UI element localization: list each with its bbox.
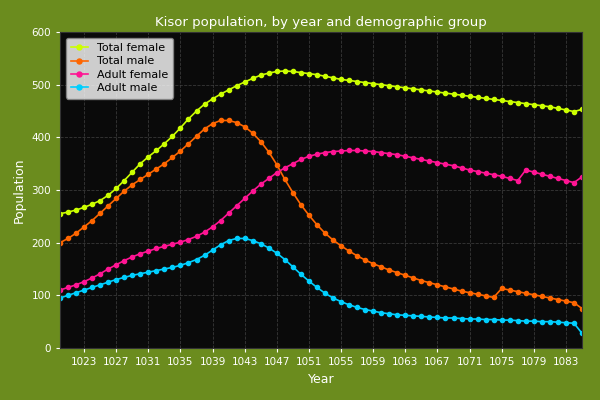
Total male bbox=[217, 118, 224, 123]
Total male bbox=[546, 296, 553, 300]
Adult female bbox=[217, 218, 224, 223]
Total female bbox=[281, 68, 289, 73]
Total female bbox=[217, 92, 224, 96]
Total female bbox=[289, 69, 296, 74]
Y-axis label: Population: Population bbox=[13, 157, 26, 223]
Adult female bbox=[346, 148, 353, 153]
Title: Kisor population, by year and demographic group: Kisor population, by year and demographi… bbox=[155, 16, 487, 30]
Adult male bbox=[233, 236, 240, 241]
Total male bbox=[289, 190, 296, 195]
Adult male bbox=[97, 282, 104, 287]
Line: Total male: Total male bbox=[58, 118, 584, 310]
Adult female bbox=[546, 174, 553, 179]
Total female bbox=[56, 211, 64, 216]
Total female bbox=[546, 104, 553, 109]
Adult male bbox=[578, 331, 586, 336]
Total male bbox=[97, 211, 104, 216]
Adult male bbox=[185, 260, 192, 265]
Total female bbox=[185, 116, 192, 121]
Total male bbox=[56, 240, 64, 245]
Adult female bbox=[474, 169, 481, 174]
Adult male bbox=[56, 296, 64, 300]
X-axis label: Year: Year bbox=[308, 372, 334, 386]
Legend: Total female, Total male, Adult female, Adult male: Total female, Total male, Adult female, … bbox=[65, 38, 173, 99]
Adult male bbox=[474, 317, 481, 322]
Total male bbox=[185, 141, 192, 146]
Total female bbox=[97, 198, 104, 203]
Line: Adult female: Adult female bbox=[58, 148, 584, 292]
Adult female bbox=[281, 166, 289, 170]
Adult male bbox=[546, 319, 553, 324]
Adult male bbox=[289, 264, 296, 269]
Total male bbox=[225, 118, 232, 123]
Total male bbox=[474, 292, 481, 297]
Adult female bbox=[97, 271, 104, 276]
Adult female bbox=[578, 174, 586, 179]
Adult male bbox=[217, 242, 224, 247]
Total male bbox=[578, 306, 586, 311]
Adult female bbox=[185, 237, 192, 242]
Line: Total female: Total female bbox=[58, 69, 584, 216]
Total female bbox=[578, 107, 586, 112]
Total female bbox=[474, 95, 481, 100]
Adult female bbox=[56, 288, 64, 292]
Line: Adult male: Adult male bbox=[58, 236, 584, 335]
